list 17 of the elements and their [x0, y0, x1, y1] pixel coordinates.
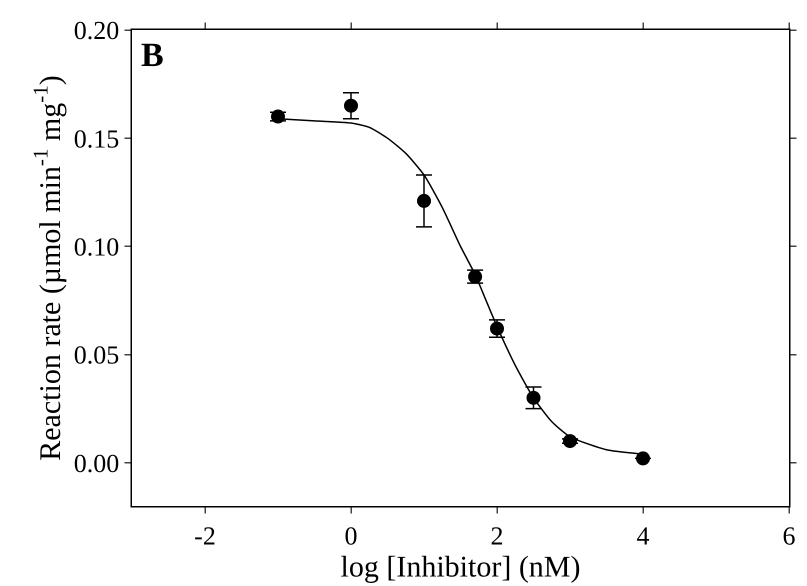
- y-tick-label: 0.15: [74, 124, 120, 154]
- x-axis-title: log [Inhibitor] (nM): [340, 550, 580, 584]
- point: [636, 451, 650, 466]
- y-tick-label: 0.10: [74, 232, 120, 262]
- point: [417, 194, 431, 208]
- point: [563, 434, 577, 448]
- point: [526, 390, 540, 405]
- point: [344, 98, 358, 113]
- y-tick-label: 0.00: [74, 448, 120, 478]
- x-tick-label: 0: [344, 522, 358, 551]
- x-tick-label: 6: [782, 522, 796, 551]
- x-tick-label: 4: [636, 522, 650, 551]
- annotation: B: [141, 37, 164, 74]
- x-tick-label: 2: [490, 522, 504, 551]
- y-tick-label: 0.20: [74, 16, 120, 46]
- y-tick-label: 0.05: [74, 340, 120, 370]
- x-tick-label: -2: [194, 522, 216, 551]
